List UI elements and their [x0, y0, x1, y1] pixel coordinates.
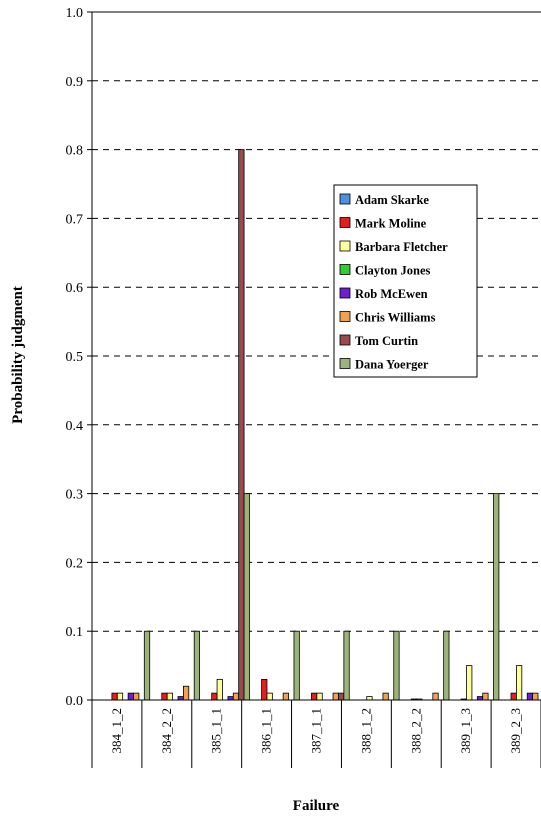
bar — [266, 692, 273, 701]
x-tick-label: 384_2_2 — [159, 708, 174, 754]
legend: Adam Skarke Mark Moline Barbara Fletcher Cl… — [333, 184, 478, 378]
legend-swatch — [339, 240, 351, 252]
bar — [193, 630, 200, 701]
bar — [161, 692, 168, 701]
bar — [227, 696, 234, 701]
bar — [432, 692, 439, 701]
y-tick-label: 0.2 — [66, 556, 84, 571]
legend-label: Adam Skarke — [355, 193, 429, 207]
bar — [127, 692, 134, 701]
bar — [532, 692, 539, 701]
y-tick-labels: 0.0 0.1 0.2 0.3 0.4 0.5 0.6 0.7 0.8 0.9 1.0 — [66, 6, 84, 709]
legend-box — [333, 184, 478, 378]
bar — [510, 692, 517, 701]
axes — [87, 11, 541, 768]
bar — [526, 692, 534, 701]
y-tick-label: 0.4 — [66, 419, 84, 434]
legend-label: Mark Moline — [355, 217, 427, 231]
bar — [482, 692, 489, 701]
y-tick-label: 1.0 — [66, 6, 84, 21]
y-tick-label: 0.8 — [66, 144, 84, 159]
legend-label: Rob McEwen — [355, 287, 428, 301]
bar — [316, 692, 323, 701]
bar — [261, 678, 268, 701]
bar — [133, 692, 140, 701]
bar — [343, 630, 350, 701]
y-axis-title: Probability judgment — [10, 286, 26, 424]
x-tick-label: 385_1_1 — [209, 708, 224, 754]
x-tick-label: 389_2_3 — [508, 708, 523, 754]
bar — [177, 696, 184, 701]
legend-label: Clayton Jones — [355, 264, 430, 278]
bar — [216, 678, 223, 701]
bar — [311, 692, 318, 701]
bar — [116, 692, 124, 701]
legend-label: Barbara Fletcher — [355, 240, 448, 254]
bar — [443, 630, 450, 701]
bar — [393, 630, 400, 701]
bar — [166, 692, 173, 701]
bar — [243, 493, 250, 701]
legend-label: Dana Yoerger — [355, 358, 429, 372]
legend-swatch — [339, 217, 351, 228]
y-tick-label: 0.9 — [66, 75, 84, 90]
x-tick-label: 384_1_2 — [109, 708, 124, 754]
legend-swatch — [339, 311, 351, 322]
bar — [293, 630, 300, 701]
y-tick-label: 0.3 — [66, 488, 84, 503]
y-tick-label: 0.7 — [66, 212, 84, 227]
bar — [382, 692, 389, 701]
y-tick-label: 0.0 — [66, 694, 84, 709]
x-tick-label: 389_1_3 — [458, 708, 473, 754]
legend-swatch — [339, 358, 351, 369]
legend-swatch — [339, 193, 351, 205]
bar — [332, 692, 339, 701]
legend-swatch — [339, 264, 351, 275]
bar — [182, 685, 190, 701]
bar — [466, 665, 473, 701]
bar — [232, 692, 240, 701]
legend-swatch — [339, 287, 351, 299]
y-tick-label: 0.1 — [66, 625, 84, 640]
bar — [211, 692, 218, 701]
bar — [338, 692, 345, 701]
x-tick-label: 388_2_2 — [408, 708, 423, 754]
bar — [476, 696, 484, 701]
legend-label: Tom Curtin — [355, 334, 418, 348]
bar — [282, 692, 289, 701]
bar — [493, 493, 500, 701]
y-tick-label: 0.6 — [66, 281, 84, 296]
bar — [516, 665, 523, 701]
bar — [238, 149, 245, 701]
bar — [366, 696, 373, 701]
x-tick-label: 388_1_2 — [358, 708, 373, 754]
bar — [143, 630, 151, 701]
x-tick-label: 386_1_1 — [259, 708, 274, 754]
x-tick-labels: 384_1_2 384_2_2 385_1_1 386_1_1 387_1_1 388_1… — [109, 708, 523, 754]
x-tick-label: 387_1_1 — [309, 708, 324, 754]
legend-label: Chris Williams — [355, 311, 436, 325]
legend-swatch — [339, 334, 351, 346]
bar — [111, 692, 118, 701]
y-tick-label: 0.5 — [66, 350, 84, 365]
x-axis-title: Failure — [293, 798, 340, 814]
